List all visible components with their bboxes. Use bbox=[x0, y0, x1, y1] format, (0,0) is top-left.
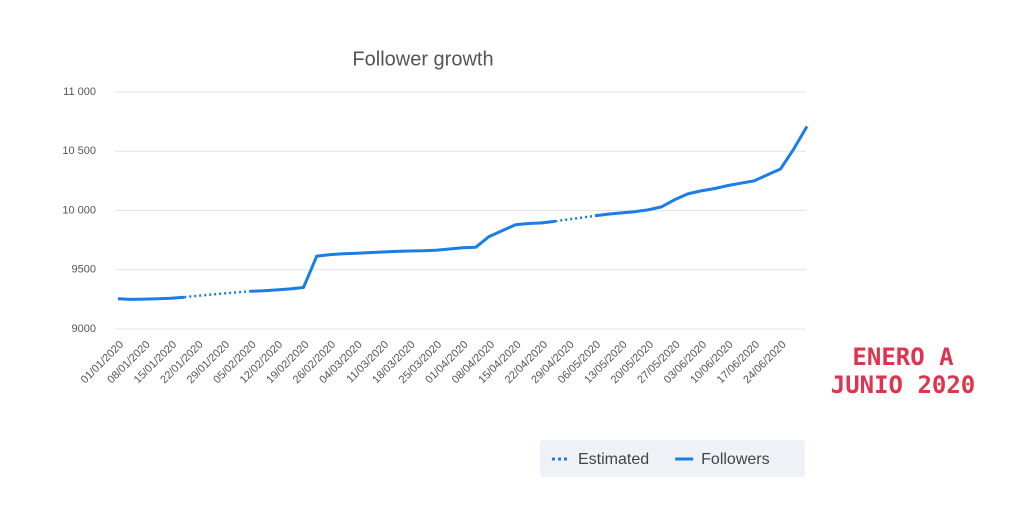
y-tick-label: 10 000 bbox=[62, 204, 96, 216]
legend-box bbox=[540, 440, 805, 477]
y-tick-label: 11 000 bbox=[63, 86, 96, 98]
annotation: ENERO A bbox=[852, 343, 954, 371]
series-line bbox=[184, 214, 596, 299]
legend-label: Followers bbox=[701, 451, 769, 468]
panel bbox=[30, 28, 820, 498]
chart-title: Follower growth bbox=[352, 48, 493, 70]
legend-label: Estimated bbox=[578, 451, 649, 468]
y-tick-label: 10 500 bbox=[62, 145, 96, 157]
series-line bbox=[117, 125, 809, 301]
annotation: JUNIO 2020 bbox=[831, 371, 976, 399]
y-tick-label: 9000 bbox=[72, 323, 96, 335]
y-tick-label: 9500 bbox=[72, 264, 96, 276]
